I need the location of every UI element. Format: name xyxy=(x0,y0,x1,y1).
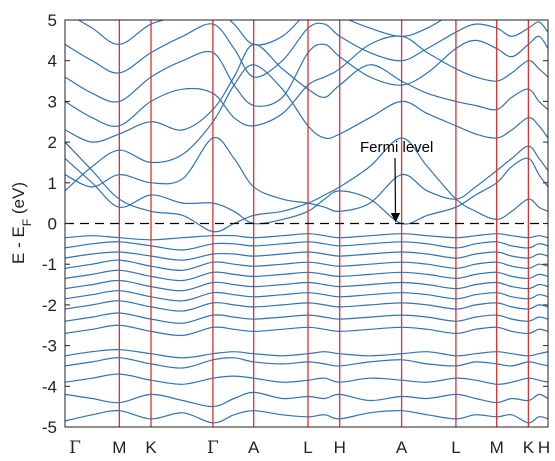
y-tick-label: -1 xyxy=(42,255,57,274)
band-15 xyxy=(65,233,548,241)
y-ticks: 5 4 3 2 1 0 -1 -2 -3 -4 -5 xyxy=(42,11,548,437)
k-point-label: M xyxy=(490,438,504,457)
band-17 xyxy=(65,157,548,225)
band-20 xyxy=(65,43,548,143)
y-tick-label: 2 xyxy=(48,133,57,152)
y-tick-label: -2 xyxy=(42,296,57,315)
fermi-level-annotation: Fermi level xyxy=(360,139,433,156)
band-9 xyxy=(65,290,548,302)
band-8 xyxy=(65,300,548,312)
energy-bands xyxy=(65,20,548,424)
band-18 xyxy=(65,136,548,212)
band-10 xyxy=(65,279,548,292)
y-tick-label: 3 xyxy=(48,92,57,111)
k-point-label: L xyxy=(451,438,460,457)
k-point-label: A xyxy=(248,438,260,457)
y-tick-label: 1 xyxy=(48,174,57,193)
fermi-level-arrow xyxy=(390,157,401,223)
band-19 xyxy=(65,64,548,192)
y-axis-label: E - EF (eV) xyxy=(9,182,34,264)
band-21 xyxy=(65,35,548,127)
band-14 xyxy=(65,241,548,251)
band-1 xyxy=(65,410,548,424)
k-point-label: Γ xyxy=(69,438,81,458)
band-13 xyxy=(65,251,548,261)
k-point-label: K xyxy=(145,438,157,457)
band-2 xyxy=(65,391,548,408)
band-6 xyxy=(65,324,548,337)
k-point-label: K xyxy=(523,438,535,457)
band-12 xyxy=(65,259,548,271)
band-4 xyxy=(65,357,548,369)
band-16 xyxy=(65,137,548,233)
band-22 xyxy=(65,35,548,107)
band-11 xyxy=(65,269,548,282)
y-tick-label: -3 xyxy=(42,337,57,356)
band-3 xyxy=(65,373,548,385)
y-tick-label: -4 xyxy=(42,377,57,396)
k-point-label: Γ xyxy=(207,438,219,458)
y-tick-label: -5 xyxy=(42,418,57,437)
y-tick-label: 4 xyxy=(48,52,57,71)
y-tick-label: 0 xyxy=(48,215,57,234)
k-point-label: M xyxy=(112,438,126,457)
k-point-label: A xyxy=(396,438,408,457)
k-point-label: H xyxy=(334,438,346,457)
band-23 xyxy=(65,21,548,78)
band-5 xyxy=(65,349,548,359)
y-tick-label: 5 xyxy=(48,11,57,30)
band-7 xyxy=(65,312,548,324)
k-point-label: H xyxy=(538,438,550,457)
k-point-label: L xyxy=(303,438,312,457)
